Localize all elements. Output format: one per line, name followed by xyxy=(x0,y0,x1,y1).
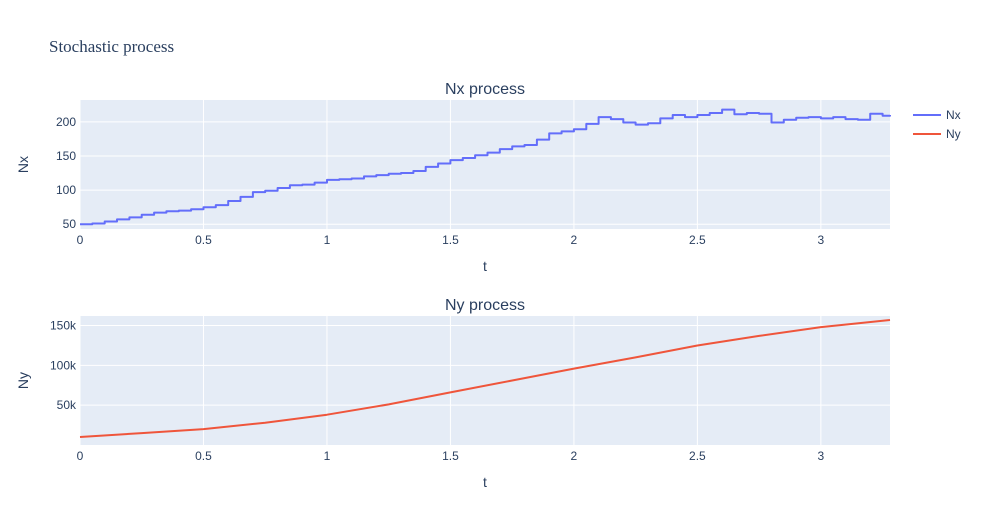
x-tick-label: 3 xyxy=(818,449,825,463)
ny-subplot: 0 0.5 1 1.5 2 2.5 3 50k 100k 150k Ny process t Ny xyxy=(15,297,891,490)
x-tick-label: 0 xyxy=(77,449,84,463)
legend-label-nx: Nx xyxy=(946,108,961,122)
y-axis-title: Ny xyxy=(15,372,31,389)
x-axis-title: t xyxy=(483,258,487,274)
figure-title: Stochastic process xyxy=(49,37,174,56)
legend-item-ny[interactable]: Ny xyxy=(913,127,961,141)
x-tick-label: 0.5 xyxy=(195,449,212,463)
x-tick-label: 2 xyxy=(571,233,578,247)
x-tick-label: 2.5 xyxy=(689,233,706,247)
x-tick-label: 1 xyxy=(324,233,331,247)
subplot-title-nx: Nx process xyxy=(445,81,525,98)
x-tick-label: 1.5 xyxy=(442,449,459,463)
series-line-nx[interactable] xyxy=(80,108,891,226)
y-tick-label: 100k xyxy=(50,358,77,372)
y-tick-label: 150k xyxy=(50,319,77,333)
y-tick-label: 200 xyxy=(56,115,76,129)
x-axis-title: t xyxy=(483,474,487,490)
x-tick-label: 2.5 xyxy=(689,449,706,463)
y-tick-label: 150 xyxy=(56,149,76,163)
subplot-title-ny: Ny process xyxy=(445,297,525,314)
y-tick-label: 100 xyxy=(56,183,76,197)
x-tick-label: 1 xyxy=(324,449,331,463)
x-tick-label: 2 xyxy=(571,449,578,463)
x-tick-label: 0.5 xyxy=(195,233,212,247)
legend-item-nx[interactable]: Nx xyxy=(913,108,961,122)
nx-subplot: 0 0.5 1 1.5 2 2.5 3 50 100 150 200 Nx process t Nx xyxy=(15,81,891,274)
y-tick-label: 50k xyxy=(57,398,77,412)
series-line-ny[interactable] xyxy=(79,319,891,438)
x-tick-label: 1.5 xyxy=(442,233,459,247)
legend-label-ny: Ny xyxy=(946,127,961,141)
x-tick-label: 0 xyxy=(77,233,84,247)
y-tick-label: 50 xyxy=(63,217,77,231)
legend[interactable]: Nx Ny xyxy=(913,108,961,141)
x-tick-label: 3 xyxy=(818,233,825,247)
y-axis-title: Nx xyxy=(15,156,31,173)
